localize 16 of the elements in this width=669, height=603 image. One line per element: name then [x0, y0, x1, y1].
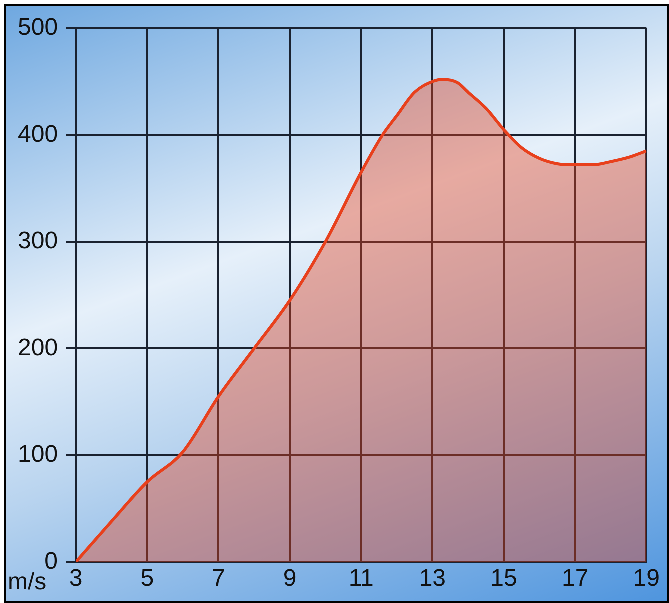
y-tick-label: 500: [18, 14, 58, 42]
y-tick-label: 100: [18, 441, 58, 468]
x-tick-label: 19: [633, 565, 660, 592]
x-tick-label: 17: [562, 565, 589, 592]
x-tick-label: 5: [140, 565, 154, 592]
x-tick-label: 11: [348, 565, 374, 592]
y-tick-label: 200: [18, 334, 58, 362]
x-tick-label: 3: [69, 565, 83, 592]
x-tick-label: 9: [283, 565, 297, 592]
x-axis-title: m/s: [8, 568, 47, 596]
x-tick-label: 7: [212, 565, 226, 592]
x-tick-label: 15: [490, 565, 518, 592]
x-tick-label: 13: [419, 565, 446, 592]
y-tick-label: 400: [18, 120, 58, 148]
y-tick-label: 300: [18, 228, 58, 255]
y-tick-label: 0: [44, 548, 58, 575]
